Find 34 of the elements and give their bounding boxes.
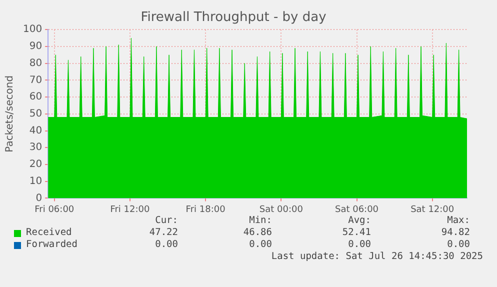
chart-title: Firewall Throughput - by day [140, 10, 327, 26]
y-tick-label: 20 [29, 159, 42, 170]
text: Last update: Sat Jul 26 14:45:30 2025 [271, 251, 483, 262]
y-tick-label: 80 [29, 58, 42, 69]
y-tick-label: 90 [29, 41, 42, 52]
text: 52.41 [342, 227, 371, 238]
x-tick-label: Sat 06:00 [334, 204, 379, 215]
y-tick-label: 40 [29, 125, 42, 136]
x-tick-label: Sat 00:00 [259, 204, 304, 215]
x-tick-label: Fri 06:00 [34, 204, 74, 215]
x-tick-label: Sat 12:00 [410, 204, 454, 215]
y-tick-label: 30 [29, 142, 42, 154]
text: 0.00 [348, 239, 371, 250]
y-tick-label: 50 [29, 108, 42, 120]
x-tick-label: Fri 12:00 [110, 204, 150, 215]
text: Avg: [348, 215, 371, 226]
text: Max: [447, 215, 470, 226]
y-tick-label: 10 [29, 176, 42, 187]
y-tick-label: 70 [29, 74, 42, 86]
legend-label: Forwarded [26, 239, 78, 250]
text: Min: [249, 215, 272, 226]
y-tick-label: 100 [22, 24, 42, 36]
legend-label: Received [26, 227, 72, 238]
text: Cur: [155, 215, 178, 226]
x-tick-label: Fri 18:00 [186, 204, 226, 215]
y-tick-label: 60 [29, 92, 42, 103]
y-tick-label: 0 [36, 192, 42, 204]
text: 94.82 [441, 227, 470, 238]
text: 0.00 [249, 239, 272, 250]
text: 0.00 [155, 239, 178, 250]
text: 47.22 [149, 227, 178, 238]
y-axis-title: Packets/second [4, 75, 16, 152]
text: 46.86 [243, 227, 272, 238]
text: 0.00 [447, 239, 470, 250]
